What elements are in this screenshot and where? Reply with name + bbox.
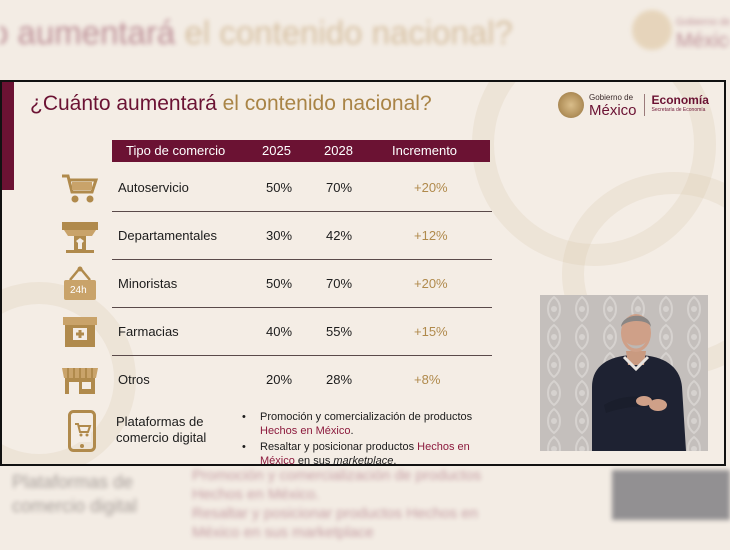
table-row: Otros 20% 28% +8% (60, 356, 492, 404)
economy-label: Economía (651, 93, 709, 107)
background-title-part2: el contenido nacional? (184, 14, 513, 51)
background-logo-line2: México (676, 30, 730, 52)
header-type: Tipo de comercio (126, 143, 226, 158)
platforms-bullets: Promoción y comercialización de producto… (242, 410, 472, 466)
row-divider (112, 259, 492, 260)
bullet2-mid: en sus (297, 455, 331, 466)
row-2028: 28% (326, 372, 353, 387)
row-type: Otros (118, 372, 150, 387)
bullet-item: Promoción y comercialización de producto… (242, 410, 472, 438)
row-type: Minoristas (118, 276, 178, 291)
gov-big-label: México (589, 101, 637, 119)
economy-sub-label: Secretaría de Economía (651, 107, 706, 113)
table-header: Tipo de comercio 2025 2028 Incremento (112, 140, 490, 162)
background-title-part1: o aumentará (0, 14, 176, 51)
background-platforms-label: Plataformas de comercio digital (12, 470, 137, 518)
pharmacy-icon (60, 314, 100, 350)
row-divider (112, 211, 492, 212)
shopping-cart-icon (60, 170, 100, 206)
row-2028: 70% (326, 276, 353, 291)
row-type: Autoservicio (118, 180, 189, 195)
government-logo: Gobierno de México Economía Secretaría d… (558, 92, 709, 118)
logo-divider (643, 94, 645, 116)
shop-awning-icon (60, 362, 100, 398)
gov-small-label: Gobierno de (589, 92, 634, 102)
bullet2-highlight2: México (260, 455, 295, 466)
row-2025: 50% (266, 276, 293, 291)
department-store-icon (60, 218, 100, 254)
background-bullet1-line1: Promoción y comercialización de producto… (192, 467, 482, 484)
background-bullet2-line2: México en sus marketplace (192, 524, 374, 541)
bullet2-italic: marketplace (333, 455, 394, 466)
smartphone-cart-icon (68, 410, 96, 452)
background-seal-icon (632, 10, 672, 50)
row-2025: 50% (266, 180, 293, 195)
slide-accent-bar (2, 82, 14, 190)
slide-title: ¿Cuánto aumentará el contenido nacional? (30, 92, 432, 116)
row-2025: 20% (266, 372, 293, 387)
bullet2-text: Resaltar y posicionar productos (260, 441, 415, 453)
bullet1-text: Promoción y comercialización de producto… (260, 411, 473, 423)
row-increase: +12% (414, 228, 448, 243)
background-logo-text: Gobierno de México (676, 14, 730, 52)
bullet1-end: . (350, 425, 354, 437)
row-increase: +20% (414, 276, 448, 291)
row-2028: 42% (326, 228, 353, 243)
row-2025: 40% (266, 324, 293, 339)
header-2028: 2028 (324, 143, 353, 158)
sign-language-video (540, 295, 708, 451)
background-platforms-line1: Plataformas de (12, 472, 134, 492)
background-logo-line1: Gobierno de (676, 17, 730, 28)
background-bullets: Promoción y comercialización de producto… (192, 466, 481, 542)
row-increase: +20% (414, 180, 448, 195)
background-bullet1-line2: Hechos en México. (192, 486, 320, 503)
platforms-label-line1: Plataformas de (116, 414, 204, 429)
table-row: Autoservicio 50% 70% +20% (60, 164, 492, 212)
platforms-label: Plataformas de comercio digital (116, 414, 206, 446)
row-type: Farmacias (118, 324, 179, 339)
background-video-edge (612, 470, 730, 520)
row-divider (112, 307, 492, 308)
bullet1-highlight: Hechos en México (260, 425, 351, 437)
table-row: 24h Minoristas 50% 70% +20% (60, 260, 492, 308)
background-title: o aumentará el contenido nacional? (0, 14, 513, 52)
row-2028: 55% (326, 324, 353, 339)
bullet2-end: . (393, 455, 397, 466)
background-bullet2-line1: Resaltar y posicionar productos Hechos e… (192, 505, 478, 522)
row-divider (112, 355, 492, 356)
slide-title-part2: el contenido nacional? (222, 92, 432, 115)
header-increase: Incremento (392, 143, 458, 158)
background-platforms-line2: comercio digital (12, 496, 138, 516)
row-increase: +8% (414, 372, 441, 387)
header-2025: 2025 (262, 143, 291, 158)
bullet-item: Resaltar y posicionar productos Hechos e… (242, 440, 472, 466)
24h-store-sign-icon: 24h (60, 266, 100, 302)
table-row: Farmacias 40% 55% +15% (60, 308, 492, 356)
row-type: Departamentales (118, 228, 217, 243)
row-2025: 30% (266, 228, 293, 243)
platforms-label-line2: comercio digital (116, 430, 207, 445)
presentation-slide: ¿Cuánto aumentará el contenido nacional?… (0, 80, 726, 466)
row-2028: 70% (326, 180, 353, 195)
row-increase: +15% (414, 324, 448, 339)
interpreter-illustration (540, 295, 708, 451)
24h-sign-text: 24h (70, 285, 87, 296)
bullet2-highlight1: Hechos en (417, 441, 470, 453)
table-row: Departamentales 30% 42% +12% (60, 212, 492, 260)
national-seal-icon (558, 92, 584, 118)
slide-title-part1: ¿Cuánto aumentará (30, 92, 217, 115)
